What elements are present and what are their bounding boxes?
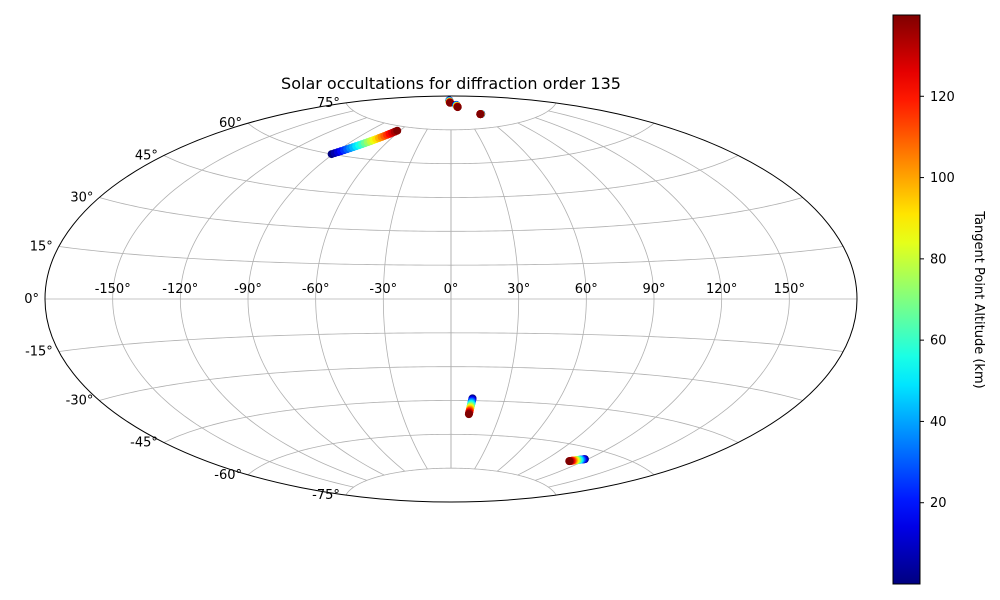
x-tick-label: -120° (162, 282, 198, 297)
parallel-gridline (345, 467, 557, 496)
parallel-gridline (163, 155, 739, 198)
x-tick-label: -60° (302, 282, 330, 297)
x-tick-label: 120° (706, 282, 737, 297)
parallel-gridline (99, 197, 803, 232)
scatter-point (393, 126, 402, 135)
x-tick-label: -150° (95, 282, 131, 297)
colorbar-tick-label: 100 (930, 171, 955, 186)
x-tick-labels: -150° -120° -90° -60° -30° 0° 30° 60° 90° 120° 150… (95, 282, 805, 297)
colorbar-tick-label: 60 (930, 334, 947, 349)
y-tick-labels: 75° 60° 45° 30° 15° 0° -15° -30° -45° -60° -75° (24, 96, 340, 503)
colorbar-label: Tangent Point Altitude (km) (971, 210, 986, 388)
y-tick-label: -60° (214, 468, 242, 483)
chart-title: Solar occultations for diffraction order… (281, 74, 621, 93)
x-tick-label: -30° (369, 282, 397, 297)
scatter-point (453, 103, 462, 112)
map-border (44, 95, 858, 503)
grid (44, 95, 858, 503)
parallel-gridline (345, 102, 557, 131)
parallel-gridline (247, 122, 655, 165)
scatter-point (565, 457, 574, 466)
parallel-gridline (247, 433, 655, 476)
x-tick-label: 150° (774, 282, 805, 297)
y-tick-label: 45° (135, 149, 158, 164)
y-tick-label: 60° (219, 116, 242, 131)
colorbar-tick-label: 40 (930, 415, 947, 430)
parallel-gridline (99, 366, 803, 401)
y-tick-label: -30° (66, 394, 94, 409)
y-tick-label: 30° (70, 191, 93, 206)
x-tick-label: 0° (444, 282, 459, 297)
parallel-gridline (163, 400, 739, 443)
y-tick-label: -75° (312, 488, 340, 503)
colorbar: 20 40 60 80 100 120 (892, 14, 955, 585)
colorbar-gradient (892, 14, 921, 585)
colorbar-tick-label: 120 (930, 90, 955, 105)
parallel-gridline (58, 246, 844, 266)
colorbar-tick-label: 80 (930, 252, 947, 267)
y-tick-label: 0° (24, 292, 39, 307)
x-tick-label: 60° (575, 282, 598, 297)
y-tick-label: 75° (317, 96, 340, 111)
y-tick-label: -45° (130, 436, 158, 451)
parallel-gridline (58, 332, 844, 352)
x-tick-label: -90° (234, 282, 262, 297)
y-tick-label: -15° (25, 345, 53, 360)
scatter-point (464, 410, 473, 419)
x-tick-label: 90° (642, 282, 665, 297)
y-tick-label: 15° (30, 240, 53, 255)
x-tick-label: 30° (507, 282, 530, 297)
colorbar-tick-label: 20 (930, 496, 947, 511)
scatter-point (446, 98, 455, 107)
scatter-point (476, 110, 485, 119)
data-points (327, 96, 589, 466)
